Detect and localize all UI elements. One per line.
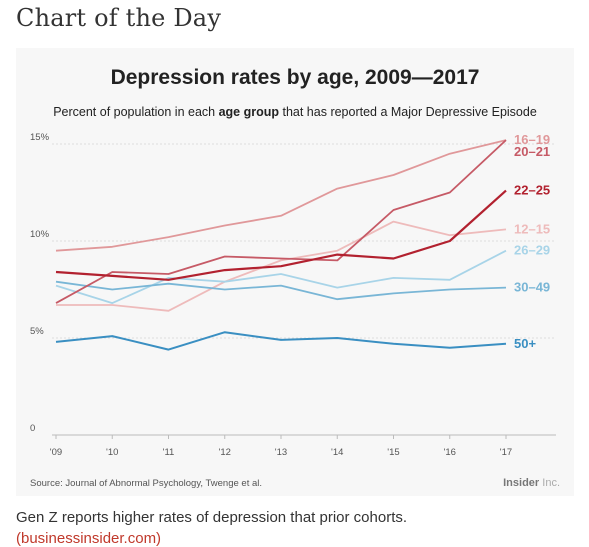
- subtitle-bold: age group: [218, 105, 280, 119]
- chart-card: Depression rates by age, 2009—2017 Perce…: [16, 48, 574, 496]
- x-tick-label: '13: [275, 447, 287, 458]
- chart-title: Depression rates by age, 2009—2017: [110, 66, 480, 89]
- series-line-12-15: [56, 220, 507, 312]
- series-line-16-19: [55, 139, 507, 252]
- series-label: 50+: [514, 336, 536, 351]
- x-tick-label: '11: [163, 447, 175, 458]
- x-tick-label: '12: [219, 447, 231, 458]
- y-tick-label: 5%: [30, 326, 44, 337]
- series-line-22-25: [55, 189, 507, 281]
- x-tick-label: '17: [500, 447, 512, 458]
- insider-logo: Insider Inc.: [503, 477, 560, 489]
- series-label: 12–15: [514, 221, 550, 236]
- chart-subtitle: Percent of population in each age group …: [16, 105, 574, 119]
- source-note: Source: Journal of Abnormal Psychology, …: [30, 478, 263, 489]
- line-chart: 0 5% 10% 15% '09 '10 '11 '12 '13 '14 '15 '16 '17 16–1…: [30, 132, 556, 458]
- x-tick-label: '14: [331, 447, 343, 458]
- x-tick-label: '15: [387, 447, 399, 458]
- series-line-50+: [55, 331, 507, 351]
- x-tick-label: '10: [106, 447, 118, 458]
- series-label: 20–21: [514, 144, 550, 159]
- series-line-26-29: [55, 249, 507, 304]
- series-label: 26–29: [514, 243, 550, 258]
- caption: Gen Z reports higher rates of depression…: [16, 509, 408, 526]
- subtitle-pre: Percent of population in each: [53, 105, 219, 119]
- series-label: 16–19: [514, 132, 550, 147]
- source-link[interactable]: (businessinsider.com): [16, 530, 162, 547]
- y-tick-label: 10%: [30, 229, 50, 240]
- series-line-30-49: [55, 280, 507, 301]
- page-header: Chart of the Day: [16, 4, 222, 32]
- x-tick-label: '16: [444, 447, 456, 458]
- logo-light-text: Inc.: [542, 477, 560, 489]
- logo-bold-text: Insider: [503, 477, 540, 489]
- x-tick-label: '09: [50, 447, 62, 458]
- series-line-20-21: [55, 139, 507, 304]
- y-tick-label: 0: [30, 423, 35, 434]
- series-label: 22–25: [514, 183, 550, 198]
- series-label: 30–49: [514, 280, 550, 295]
- subtitle-post: that has reported a Major Depressive Epi…: [279, 105, 537, 119]
- y-tick-label: 15%: [30, 132, 50, 143]
